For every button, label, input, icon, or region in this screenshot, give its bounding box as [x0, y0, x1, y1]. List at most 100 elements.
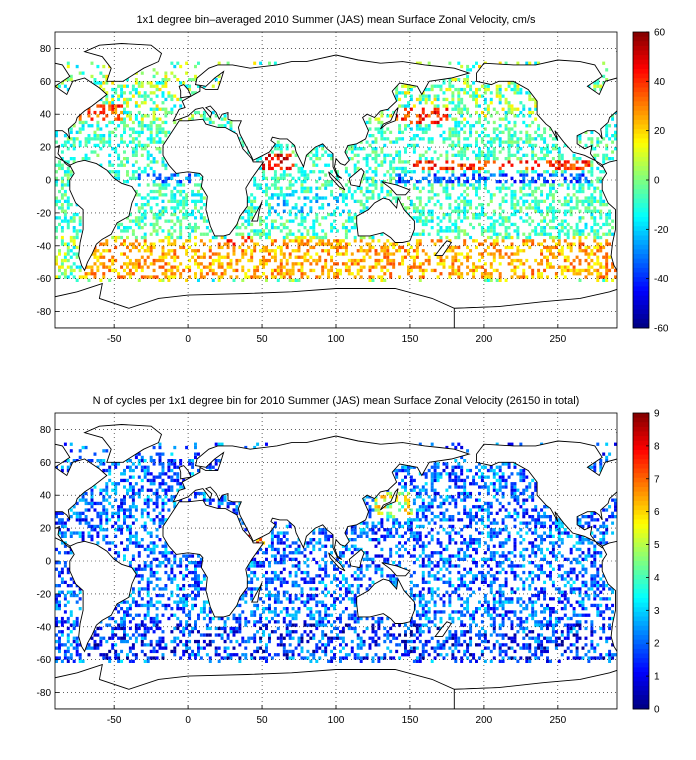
data-cell: [409, 127, 413, 131]
data-cell: [158, 639, 162, 644]
data-cell: [291, 656, 295, 660]
data-cell: [55, 623, 58, 627]
data-cell: [495, 87, 499, 92]
data-cell: [522, 104, 526, 108]
data-cell: [238, 620, 242, 624]
data-cell: [75, 232, 79, 236]
data-cell: [341, 222, 345, 227]
data-cell: [188, 226, 192, 230]
data-cell: [285, 245, 289, 250]
data-cell: [176, 265, 180, 269]
data-cell: [303, 219, 307, 223]
data-cell: [537, 186, 541, 190]
data-cell: [430, 239, 434, 243]
data-cell: [472, 186, 476, 190]
colorbar-segment: [633, 170, 649, 176]
data-cell: [466, 84, 470, 88]
data-cell: [306, 186, 310, 190]
data-cell: [182, 268, 186, 273]
data-cell: [483, 633, 487, 637]
data-cell: [501, 235, 505, 240]
data-cell: [140, 212, 144, 217]
data-cell: [469, 199, 473, 203]
data-cell: [463, 104, 467, 108]
data-cell: [321, 265, 325, 269]
data-cell: [194, 110, 197, 115]
data-cell: [469, 183, 473, 187]
data-cell: [235, 258, 239, 263]
data-cell: [442, 643, 446, 647]
data-cell: [549, 193, 552, 197]
data-cell: [365, 157, 369, 161]
data-cell: [392, 140, 396, 144]
colorbar-segment: [633, 106, 649, 112]
data-cell: [279, 245, 283, 250]
data-cell: [557, 235, 561, 240]
data-cell: [486, 160, 490, 164]
data-cell: [297, 242, 301, 246]
data-cell: [134, 147, 138, 151]
data-cell: [55, 216, 58, 220]
data-cell: [321, 643, 325, 647]
data-cell: [466, 74, 470, 79]
data-cell: [466, 643, 470, 647]
data-cell: [161, 239, 165, 243]
data-cell: [475, 97, 478, 102]
data-cell: [276, 193, 280, 197]
data-cell: [409, 170, 413, 174]
data-cell: [516, 643, 520, 647]
data-cell: [608, 616, 612, 621]
data-cell: [540, 258, 544, 263]
data-cell: [498, 170, 502, 174]
data-cell: [507, 262, 511, 266]
data-cell: [362, 209, 366, 213]
data-cell: [516, 199, 520, 203]
data-cell: [279, 173, 283, 177]
data-cell: [327, 613, 331, 617]
data-cell: [149, 124, 153, 128]
data-cell: [472, 124, 476, 128]
data-cell: [185, 193, 189, 197]
data-cell: [134, 130, 138, 134]
data-cell: [191, 117, 195, 121]
data-cell: [392, 262, 396, 266]
data-cell: [424, 643, 428, 647]
data-cell: [469, 166, 473, 171]
data-cell: [531, 219, 535, 223]
data-cell: [498, 189, 502, 194]
data-cell: [569, 163, 573, 167]
data-cell: [55, 616, 58, 621]
data-cell: [241, 265, 245, 269]
data-cell: [350, 143, 354, 148]
data-cell: [140, 226, 144, 230]
data-cell: [522, 114, 526, 118]
data-cell: [492, 626, 496, 631]
data-cell: [510, 252, 514, 256]
data-cell: [87, 646, 91, 650]
data-cell: [137, 242, 141, 246]
data-cell: [430, 646, 434, 650]
data-cell: [599, 245, 603, 250]
data-cell: [445, 104, 449, 108]
data-cell: [566, 166, 570, 171]
data-cell: [404, 633, 407, 637]
data-cell: [185, 209, 189, 213]
data-cell: [551, 212, 555, 217]
data-cell: [575, 623, 579, 627]
data-cell: [137, 623, 141, 627]
data-cell: [253, 639, 257, 644]
data-cell: [202, 196, 206, 200]
data-cell: [581, 232, 585, 236]
data-cell: [102, 101, 106, 105]
data-cell: [501, 620, 505, 624]
data-cell: [457, 643, 461, 647]
data-cell: [359, 140, 363, 144]
data-cell: [146, 127, 150, 131]
data-cell: [421, 170, 425, 174]
data-cell: [575, 656, 579, 660]
data-cell: [516, 623, 520, 627]
data-cell: [164, 74, 168, 79]
data-cell: [75, 639, 79, 644]
data-cell: [155, 219, 159, 223]
data-cell: [123, 117, 126, 121]
